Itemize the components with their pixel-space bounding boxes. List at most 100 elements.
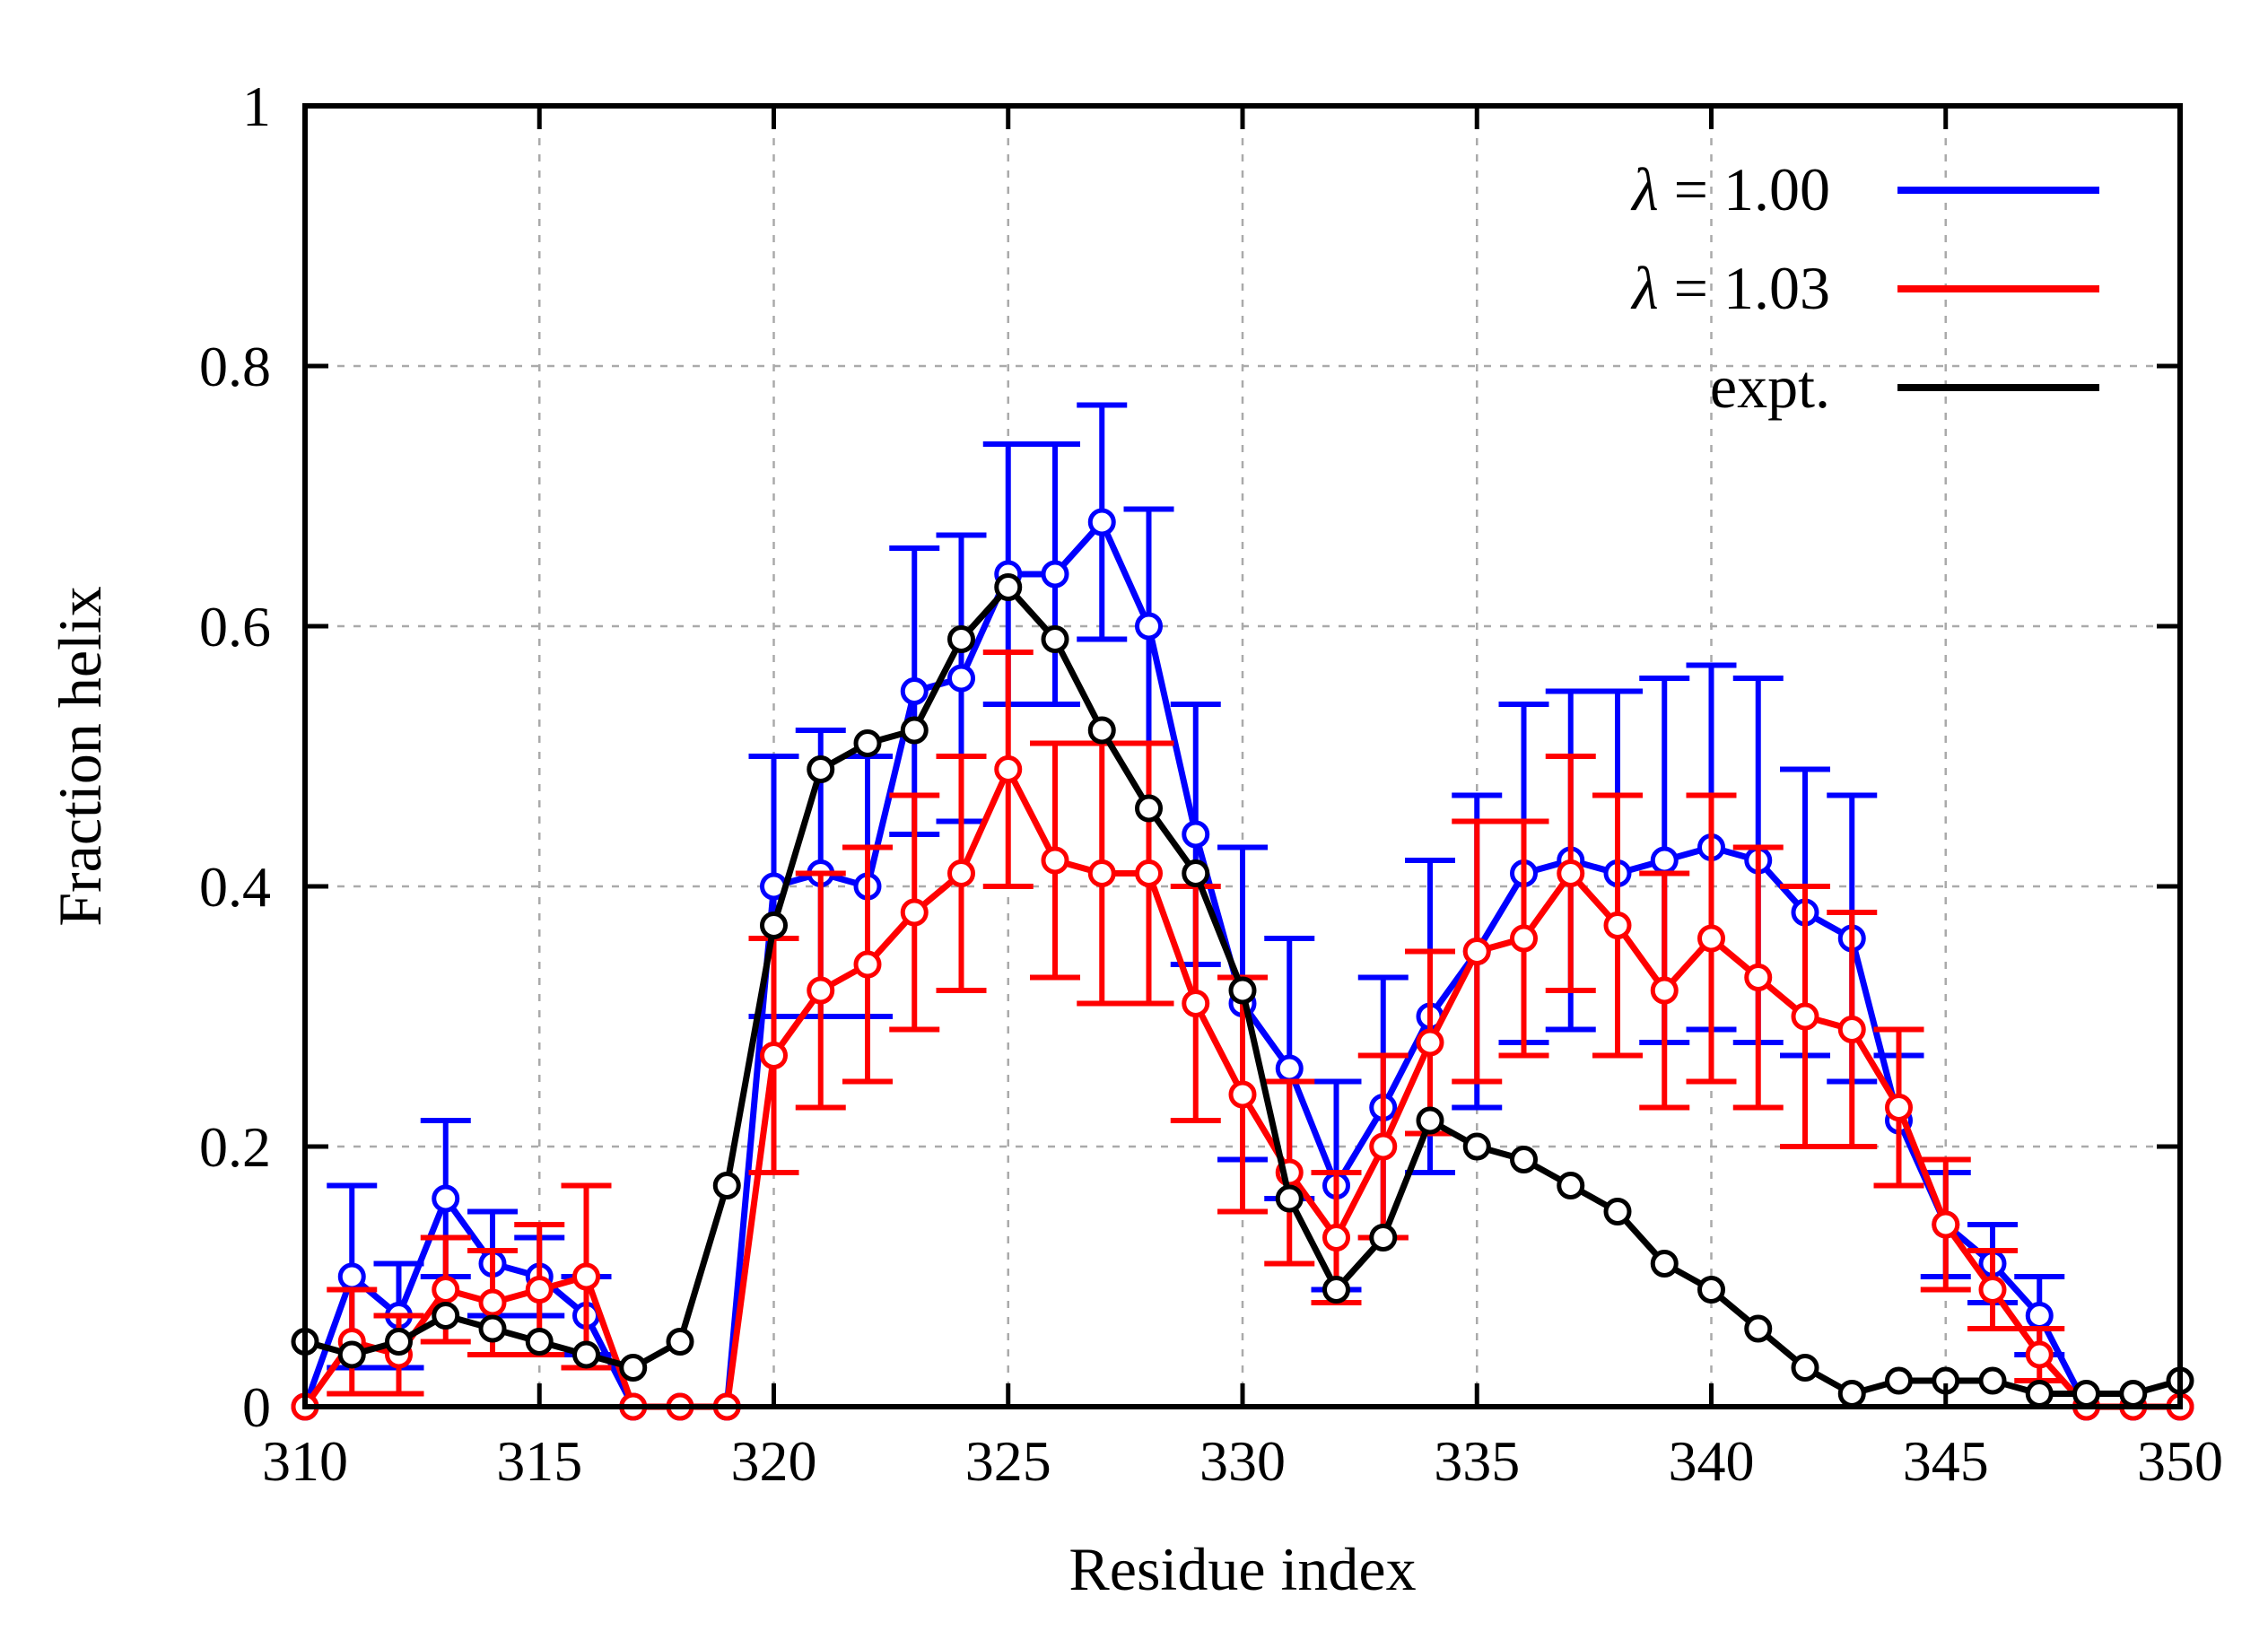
x-tick-label: 315 [496,1429,582,1493]
data-point [1135,794,1163,823]
x-axis-title: Residue index [1069,1535,1416,1603]
data-point [1650,1250,1679,1278]
x-tick-label: 345 [1903,1429,1989,1493]
data-point [712,1172,741,1199]
data-point [900,716,929,745]
legend-lambda-symbol: λ [1630,155,1673,223]
data-point [432,1276,460,1304]
legend-label: λ = 1.00 [1630,155,1830,223]
legend: λ = 1.00 λ = 1.03 expt. [1630,155,2099,421]
data-point [1510,924,1538,953]
data-point [2025,1302,2054,1330]
legend-value: expt. [1710,353,1830,421]
x-tick-label: 310 [262,1429,348,1493]
data-point [1837,1016,1866,1043]
data-point [994,573,1023,601]
y-tick-label: 0 [242,1375,271,1439]
data-point [478,1314,507,1343]
x-tick-label: 330 [1199,1429,1286,1493]
data-point [807,976,835,1005]
data-point [1697,924,1725,953]
data-point [1322,1224,1350,1252]
data-point [1041,625,1069,653]
data-point [432,1184,460,1213]
data-point [1885,1094,1913,1121]
data-point [1135,859,1163,887]
y-axis-title: Fraction helix [46,586,114,927]
data-point [666,1328,694,1356]
x-tick-label: 335 [1434,1429,1520,1493]
data-point [1462,1132,1491,1161]
data-point [1978,1366,2007,1395]
data-point [760,1042,788,1069]
data-point [807,755,835,783]
data-point [1182,990,1210,1017]
data-point [337,1262,366,1291]
legend-label: λ = 1.03 [1630,254,1830,322]
series-layer [291,402,2194,1421]
data-point [900,898,929,927]
data-point [337,1340,366,1369]
data-point [947,625,975,653]
legend-label: expt. [1710,353,1830,421]
data-point [1416,1028,1444,1057]
data-point [1228,1080,1257,1109]
data-point [1087,508,1116,536]
legend-value: = 1.00 [1674,155,1830,223]
data-point [947,859,975,887]
data-point [385,1328,413,1356]
data-point [572,1262,600,1291]
data-point [1087,716,1116,745]
data-point [1228,976,1257,1005]
data-point [1322,1276,1350,1304]
data-point [1416,1106,1444,1135]
data-point [1462,938,1491,965]
data-point [1697,1276,1725,1304]
y-tick-label: 0.8 [199,335,271,398]
y-tick-label: 0.2 [199,1115,271,1179]
data-point [525,1328,554,1356]
data-point [1885,1366,1913,1395]
data-point [900,677,929,705]
data-point [1650,976,1679,1005]
data-point [478,1288,507,1317]
data-point [2119,1380,2148,1408]
data-point [760,911,788,939]
data-point [947,664,975,693]
series-2 [291,573,2194,1408]
y-tick-label: 0.4 [199,855,271,919]
data-point [432,1302,460,1330]
data-point [1650,846,1679,875]
data-point [525,1276,554,1304]
data-point [2025,1340,2054,1369]
data-point [1275,1184,1304,1213]
data-point [1369,1224,1398,1252]
x-tick-label: 325 [965,1429,1051,1493]
data-point [1791,1002,1819,1031]
data-point [1791,1354,1819,1382]
data-point [994,755,1023,783]
tick-labels: 310 315 320 325 330 335 340 345 350 0 0.2 0.4 0.6 0.8… [199,74,2223,1493]
x-tick-label: 350 [2137,1429,2223,1493]
data-point [1744,1314,1773,1343]
x-tick-label: 320 [731,1429,817,1493]
data-point [1557,1172,1585,1199]
data-point [1603,1198,1632,1225]
data-point [853,729,882,757]
data-point [572,1340,600,1369]
data-point [1978,1276,2007,1304]
legend-lambda-symbol: λ [1630,254,1673,322]
data-point [2025,1380,2054,1408]
data-point [1510,1146,1538,1173]
data-point [1182,859,1210,887]
data-point [1744,964,1773,991]
data-point [1135,612,1163,641]
data-point [1275,1054,1304,1083]
y-tick-label: 0.6 [199,595,271,659]
data-point [1182,820,1210,849]
x-tick-label: 340 [1669,1429,1755,1493]
data-point [1041,846,1069,875]
axis-ticks [302,103,2183,1409]
